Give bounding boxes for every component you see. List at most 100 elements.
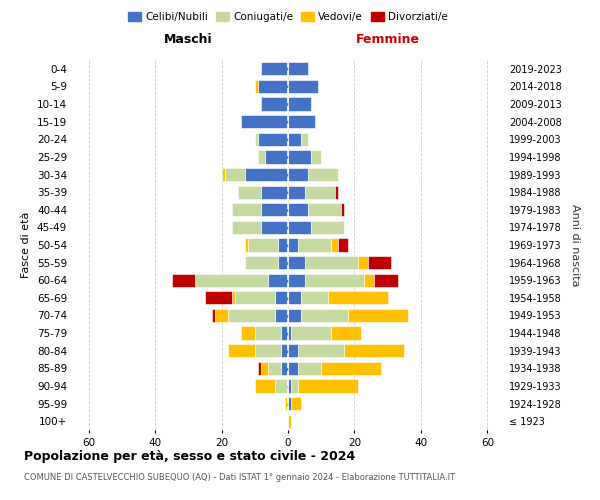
Bar bbox=[205, 291, 232, 304]
Bar bbox=[262, 362, 268, 375]
Bar bbox=[348, 309, 407, 322]
Bar bbox=[288, 115, 314, 128]
Bar bbox=[292, 380, 298, 392]
Bar bbox=[358, 256, 368, 269]
Bar bbox=[292, 397, 301, 410]
Bar bbox=[262, 98, 288, 110]
Bar bbox=[288, 309, 301, 322]
Bar bbox=[232, 221, 262, 234]
Bar bbox=[288, 203, 308, 216]
Bar bbox=[331, 238, 338, 252]
Bar bbox=[288, 98, 311, 110]
Bar bbox=[195, 274, 268, 287]
Bar bbox=[305, 274, 364, 287]
Bar bbox=[338, 238, 348, 252]
Bar bbox=[374, 274, 398, 287]
Bar bbox=[262, 221, 288, 234]
Bar bbox=[255, 80, 258, 93]
Y-axis label: Fasce di età: Fasce di età bbox=[22, 212, 31, 278]
Bar bbox=[321, 362, 381, 375]
Bar bbox=[215, 309, 228, 322]
Bar bbox=[288, 274, 305, 287]
Bar bbox=[278, 238, 288, 252]
Bar bbox=[288, 414, 292, 428]
Bar bbox=[275, 291, 288, 304]
Bar bbox=[255, 344, 281, 358]
Bar bbox=[238, 186, 262, 198]
Bar bbox=[258, 150, 265, 164]
Bar bbox=[258, 80, 288, 93]
Bar bbox=[288, 397, 292, 410]
Bar bbox=[281, 326, 288, 340]
Bar bbox=[284, 397, 288, 410]
Bar bbox=[308, 168, 338, 181]
Bar bbox=[288, 238, 298, 252]
Bar bbox=[278, 256, 288, 269]
Bar bbox=[288, 380, 292, 392]
Bar bbox=[368, 256, 391, 269]
Bar bbox=[305, 186, 335, 198]
Bar bbox=[262, 203, 288, 216]
Bar bbox=[335, 186, 338, 198]
Legend: Celibi/Nubili, Coniugati/e, Vedovi/e, Divorziati/e: Celibi/Nubili, Coniugati/e, Vedovi/e, Di… bbox=[124, 8, 452, 26]
Bar bbox=[288, 62, 308, 76]
Bar bbox=[245, 168, 288, 181]
Bar bbox=[301, 132, 308, 146]
Bar bbox=[228, 344, 255, 358]
Bar bbox=[311, 150, 321, 164]
Bar bbox=[288, 168, 308, 181]
Bar bbox=[281, 344, 288, 358]
Bar bbox=[308, 203, 341, 216]
Bar bbox=[172, 274, 195, 287]
Bar bbox=[268, 362, 281, 375]
Bar bbox=[288, 344, 298, 358]
Bar bbox=[255, 326, 281, 340]
Bar bbox=[221, 168, 225, 181]
Bar bbox=[288, 256, 305, 269]
Bar bbox=[265, 150, 288, 164]
Bar bbox=[258, 132, 288, 146]
Bar bbox=[262, 62, 288, 76]
Bar bbox=[268, 274, 288, 287]
Bar bbox=[235, 291, 275, 304]
Bar bbox=[262, 186, 288, 198]
Text: Femmine: Femmine bbox=[356, 33, 419, 46]
Bar bbox=[298, 238, 331, 252]
Bar bbox=[364, 274, 374, 287]
Bar bbox=[255, 132, 258, 146]
Bar bbox=[292, 326, 331, 340]
Bar bbox=[288, 221, 311, 234]
Bar bbox=[341, 203, 344, 216]
Bar bbox=[301, 309, 348, 322]
Bar bbox=[248, 238, 278, 252]
Bar bbox=[245, 238, 248, 252]
Text: Maschi: Maschi bbox=[164, 33, 212, 46]
Bar bbox=[255, 380, 275, 392]
Bar bbox=[212, 309, 215, 322]
Bar bbox=[275, 309, 288, 322]
Bar bbox=[288, 80, 318, 93]
Bar bbox=[344, 344, 404, 358]
Bar bbox=[305, 256, 358, 269]
Bar bbox=[301, 291, 328, 304]
Bar bbox=[288, 326, 292, 340]
Bar bbox=[258, 362, 262, 375]
Bar bbox=[228, 309, 275, 322]
Bar bbox=[232, 203, 262, 216]
Bar bbox=[245, 256, 278, 269]
Bar bbox=[288, 186, 305, 198]
Bar bbox=[288, 150, 311, 164]
Bar bbox=[281, 362, 288, 375]
Bar bbox=[275, 380, 288, 392]
Bar bbox=[328, 291, 388, 304]
Text: COMUNE DI CASTELVECCHIO SUBEQUO (AQ) - Dati ISTAT 1° gennaio 2024 - Elaborazione: COMUNE DI CASTELVECCHIO SUBEQUO (AQ) - D… bbox=[24, 472, 455, 482]
Bar bbox=[298, 344, 344, 358]
Text: Popolazione per età, sesso e stato civile - 2024: Popolazione per età, sesso e stato civil… bbox=[24, 450, 355, 463]
Bar bbox=[298, 362, 321, 375]
Bar bbox=[288, 362, 298, 375]
Y-axis label: Anni di nascita: Anni di nascita bbox=[570, 204, 580, 286]
Bar bbox=[288, 132, 301, 146]
Bar bbox=[241, 326, 255, 340]
Bar bbox=[331, 326, 361, 340]
Bar bbox=[311, 221, 344, 234]
